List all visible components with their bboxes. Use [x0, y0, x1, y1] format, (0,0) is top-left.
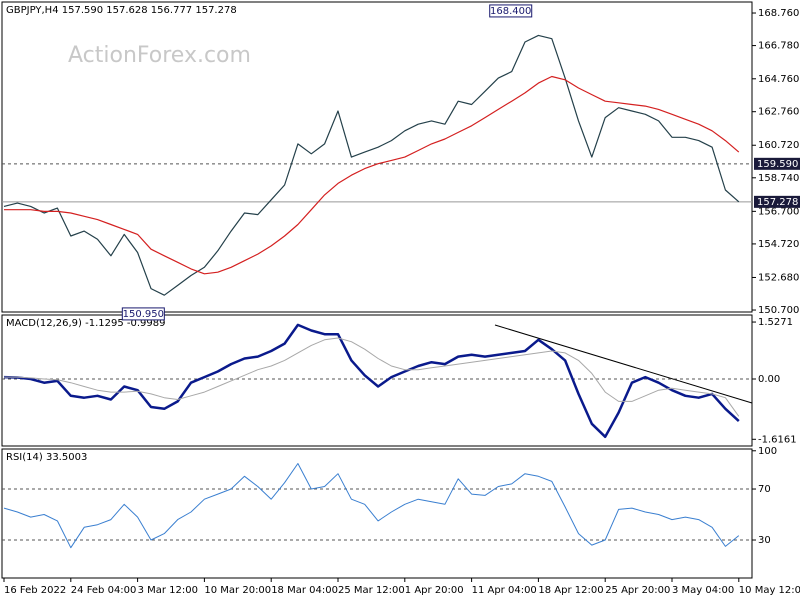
x-tick-label: 10 Mar 20:00: [204, 585, 271, 596]
y-tick-label: 150.700: [758, 305, 799, 316]
y-tick-label: 0.00: [758, 374, 780, 385]
x-tick-label: 18 Apr 12:00: [538, 585, 603, 596]
x-tick-label: 16 Feb 2022: [4, 585, 66, 596]
series-line: [3, 34, 740, 296]
rsi-panel: [1, 448, 753, 579]
y-tick-label: 158.740: [758, 173, 799, 184]
annotation-box: [489, 4, 533, 18]
price-title: GBPJPY,H4 157.590 157.628 156.777 157.27…: [6, 5, 237, 16]
watermark: ActionForex.com: [68, 43, 251, 68]
level-label-box: [754, 195, 800, 208]
rsi-title: RSI(14) 33.5003: [6, 452, 87, 463]
y-tick-label: 160.720: [758, 140, 799, 151]
annotation-label: 150.950: [123, 309, 164, 320]
macd-title: MACD(12,26,9) -1.1295 -0.9989: [6, 318, 166, 329]
y-tick-label: 70: [758, 484, 771, 495]
x-tick-label: 3 May 04:00: [672, 585, 734, 596]
series-line: [3, 463, 740, 549]
x-tick-label: 25 Apr 20:00: [605, 585, 670, 596]
level-label-box: [754, 157, 800, 170]
annotation-label: 168.400: [490, 6, 531, 17]
x-tick-label: 10 May 12:00: [739, 585, 800, 596]
y-tick-label: 154.720: [758, 239, 799, 250]
y-tick-label: 30: [758, 535, 771, 546]
x-tick-label: 18 Mar 04:00: [271, 585, 338, 596]
series-line: [3, 323, 740, 439]
y-tick-label: -1.6161: [758, 434, 797, 445]
annotation-box: [121, 307, 165, 321]
x-tick-label: 25 Mar 12:00: [338, 585, 405, 596]
y-tick-label: 166.780: [758, 41, 799, 52]
x-tick-label: 3 Mar 12:00: [138, 585, 198, 596]
macd-panel: [1, 314, 753, 447]
series-line: [4, 337, 740, 417]
level-label: 159.590: [757, 159, 798, 170]
x-tick-label: 11 Apr 04:00: [472, 585, 537, 596]
x-tick-label: 1 Apr 20:00: [405, 585, 464, 596]
y-tick-label: 164.760: [758, 74, 799, 85]
y-tick-label: 152.680: [758, 272, 799, 283]
price-panel: [1, 1, 753, 313]
y-tick-label: 168.760: [758, 8, 799, 19]
trend-line: [494, 324, 753, 404]
series-line: [4, 75, 740, 275]
y-tick-label: 1.5271: [758, 317, 793, 328]
y-tick-label: 100: [758, 446, 777, 457]
y-tick-label: 156.700: [758, 206, 799, 217]
y-tick-label: 162.760: [758, 107, 799, 118]
x-tick-label: 24 Feb 04:00: [71, 585, 137, 596]
level-label: 157.278: [757, 197, 798, 208]
